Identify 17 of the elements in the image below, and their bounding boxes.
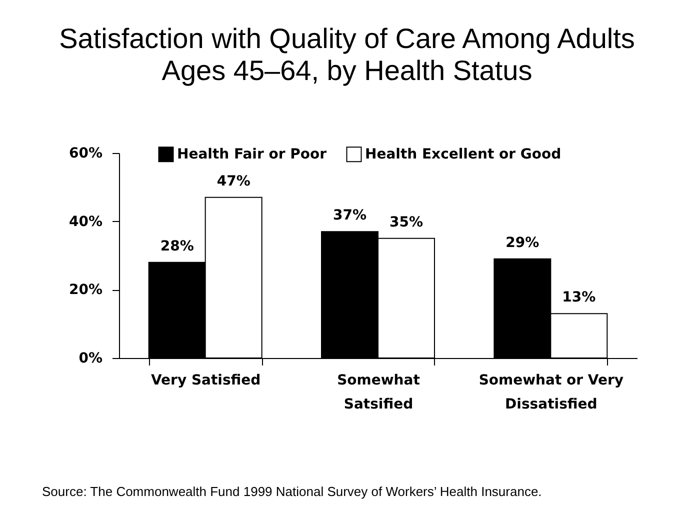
chart-title: Satisfaction with Quality of Care Among Adults Ages 45–64, by Health Status [59,23,635,86]
data-label: 47% [216,173,250,190]
data-label: 35% [389,214,424,230]
y-tick-label: 20% [68,282,102,298]
legend-label: Health Fair or Poor [177,146,327,162]
x-tick-label: Somewhat Satsified [337,372,420,412]
x-tick-label: Very Satisfied [150,372,261,388]
y-tick-label: 0% [78,350,102,366]
y-tick-label: 60% [68,146,102,162]
legend-label: Health Excellent or Good [365,146,562,162]
x-tick-label: Somewhat or Very Dissatisfied [478,372,624,412]
y-tick-label: 40% [68,214,102,230]
data-label: 29% [506,234,540,251]
source-note: Source: The Commonwealth Fund 1999 National Survey of Workers’ Health Insurance. [42,484,542,499]
data-label: 28% [160,238,194,254]
data-label: 13% [562,290,596,306]
data-label: 37% [332,208,367,224]
